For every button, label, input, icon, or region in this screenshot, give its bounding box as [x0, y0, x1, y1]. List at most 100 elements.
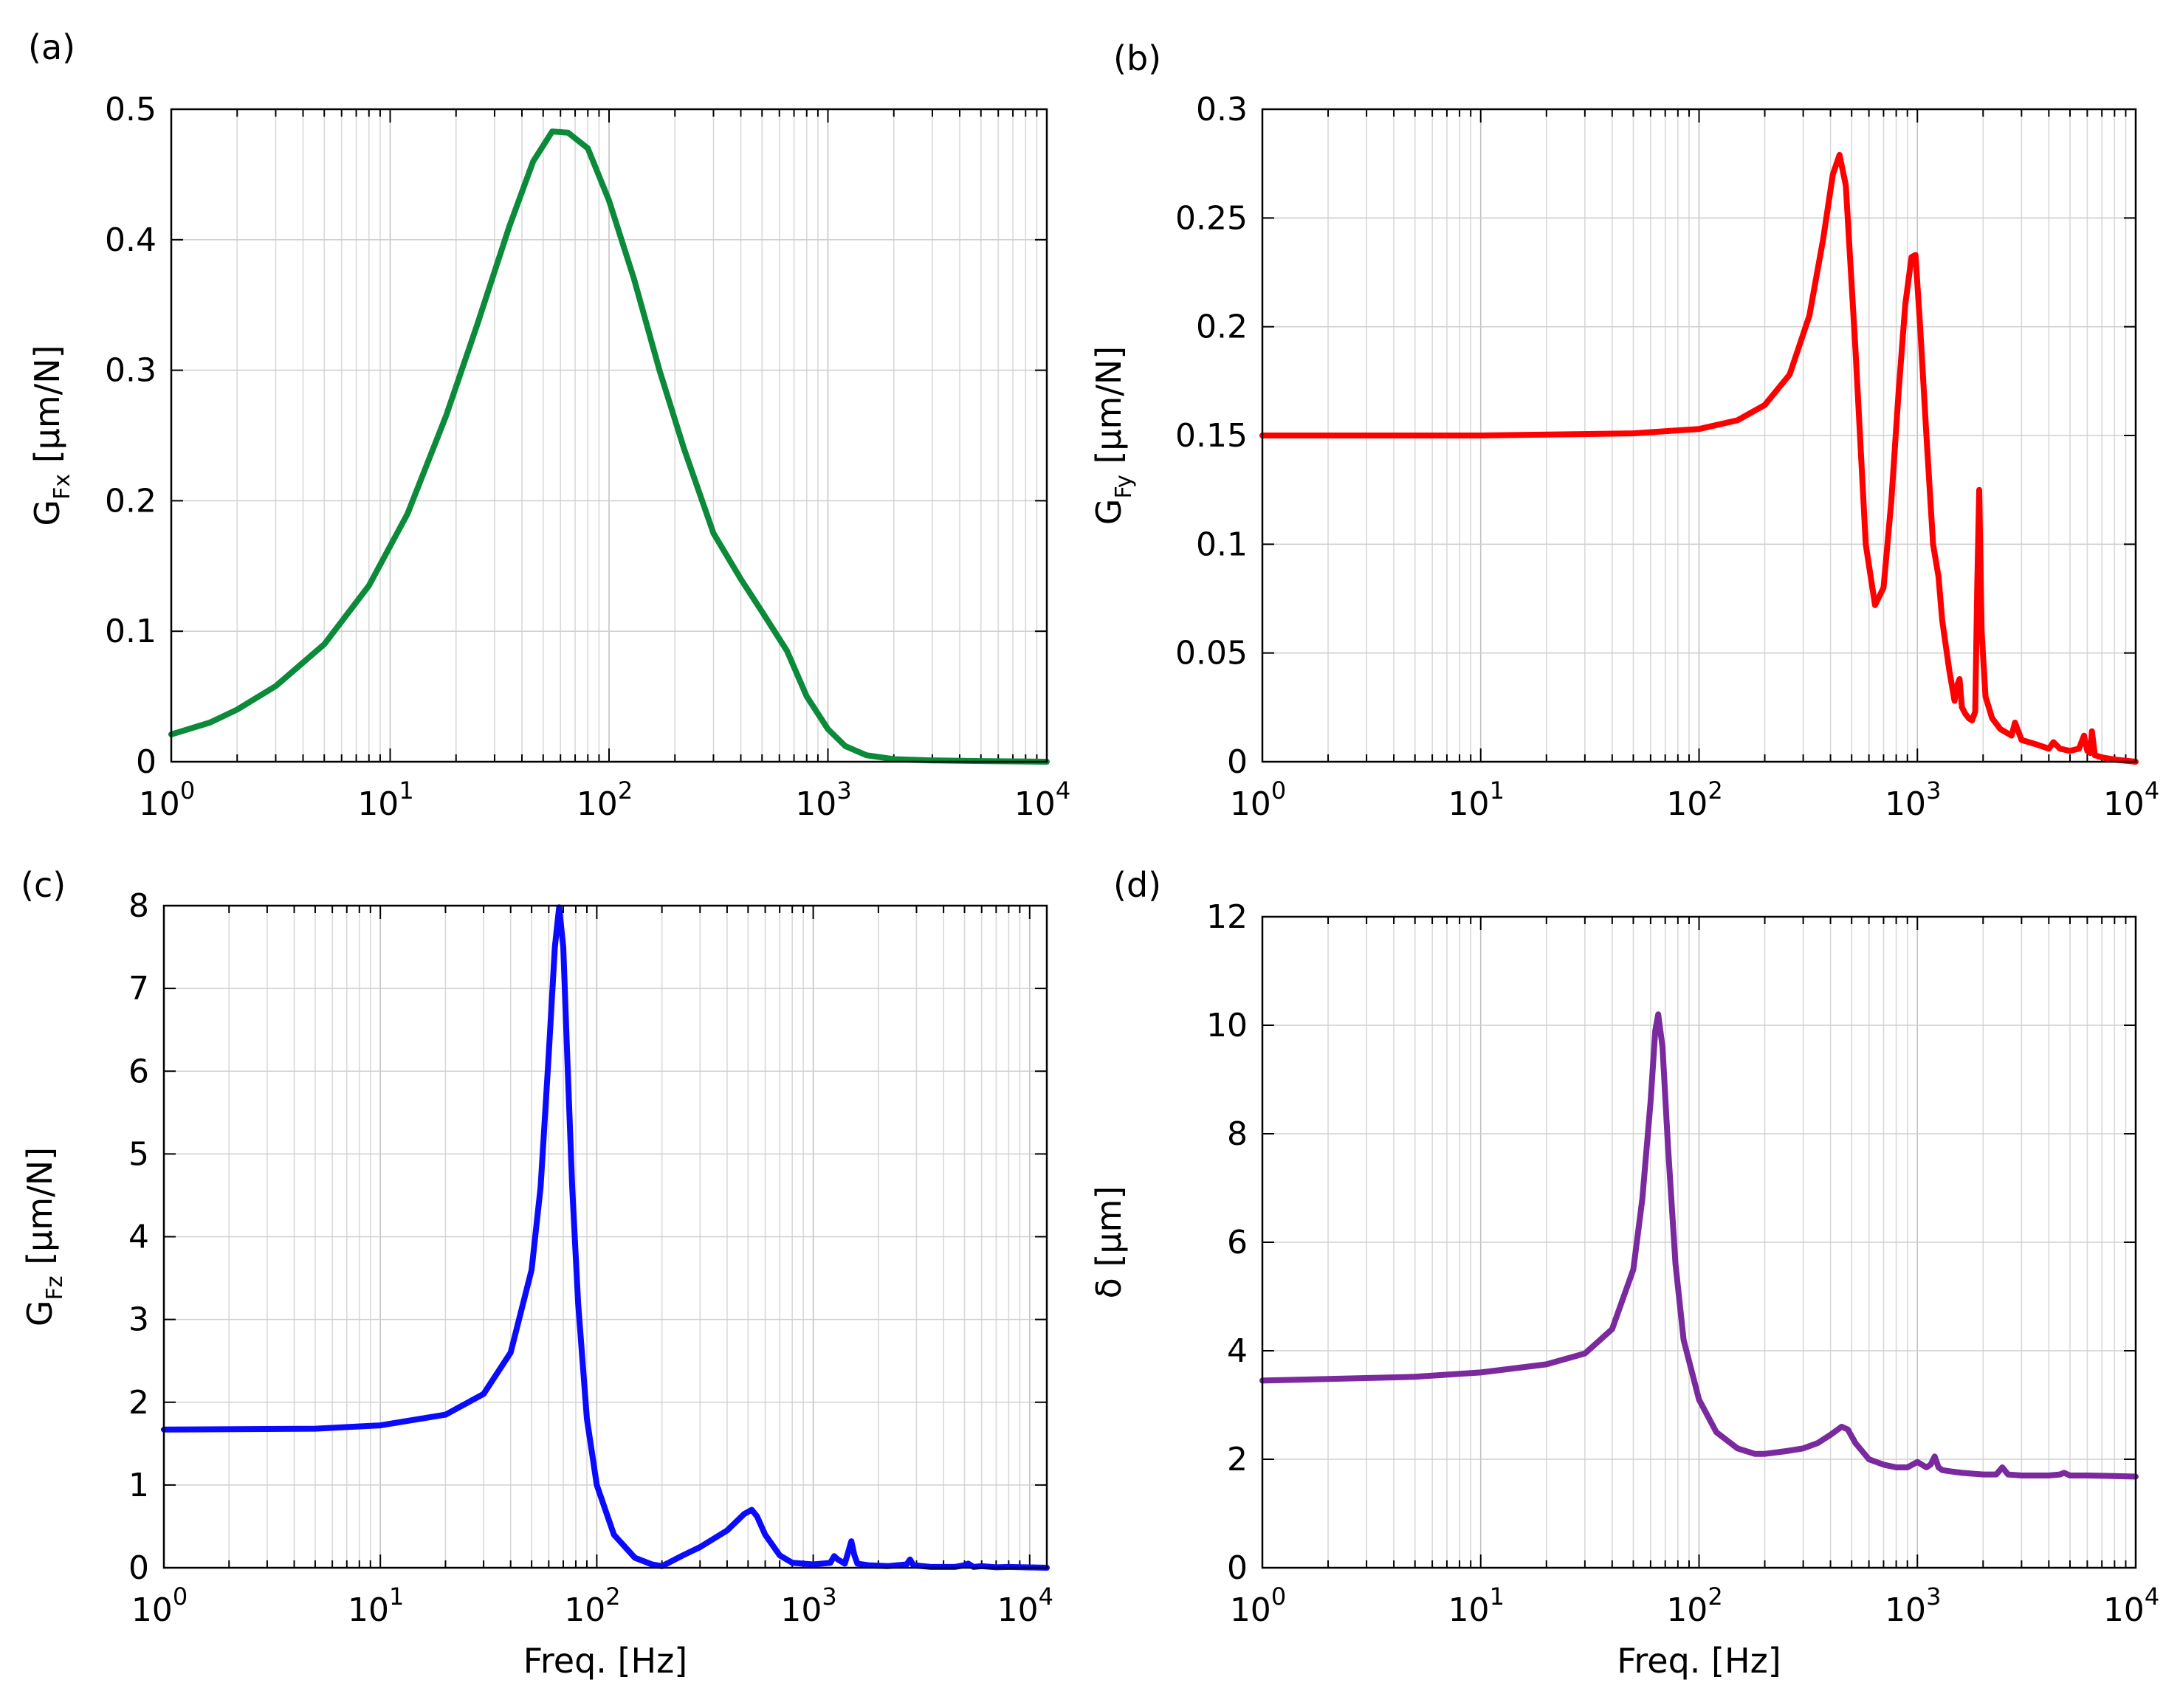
x-tick-exponent: 4: [2145, 776, 2159, 805]
y-tick-label: 0.4: [105, 221, 157, 259]
y-tick-label: 0.05: [1175, 635, 1248, 672]
x-tick-label: 102: [1666, 776, 1722, 823]
y-tick-label: 4: [1227, 1332, 1248, 1370]
y-axis-label-sub: Fz: [42, 1275, 68, 1300]
y-tick-label: 0: [1227, 1549, 1248, 1587]
x-tick-exponent: 2: [618, 776, 633, 805]
axes-frame: [170, 108, 1048, 763]
x-tick-label: 104: [1014, 776, 1070, 823]
y-tick-label: 0.2: [1196, 309, 1248, 346]
y-tick-label: 2: [1227, 1441, 1248, 1478]
y-axis-label-unit: [µm/N]: [27, 345, 67, 474]
x-tick-exponent: 2: [1708, 1583, 1722, 1611]
y-axis-label-main: G: [20, 1300, 60, 1326]
x-tick-exponent: 2: [605, 1583, 620, 1611]
x-tick-label: 102: [564, 1583, 620, 1629]
y-tick-label: 0.3: [1196, 91, 1248, 128]
panel-label: (b): [1113, 38, 1161, 78]
y-axis-label: δ [µm]: [1089, 1186, 1129, 1299]
y-axis-label: GFy [µm/N]: [1089, 346, 1137, 525]
x-axis-label: Freq. [Hz]: [1617, 1641, 1781, 1681]
x-tick-exponent: 1: [1490, 1583, 1505, 1611]
y-tick-label: 0.5: [105, 91, 157, 128]
y-tick-label: 0.15: [1175, 417, 1248, 455]
y-axis-label-unit: [µm/N]: [1089, 346, 1129, 475]
x-tick-exponent: 3: [1926, 1583, 1941, 1611]
y-tick-label: 12: [1206, 898, 1248, 936]
x-tick-label: 102: [1666, 1583, 1722, 1629]
y-tick-label: 2: [128, 1384, 149, 1422]
x-tick-exponent: 4: [1056, 776, 1070, 805]
y-axis-label-sub: Fx: [49, 474, 75, 500]
x-tick-exponent: 0: [180, 776, 195, 805]
x-tick-label: 101: [1448, 776, 1505, 823]
y-tick-label: 0: [128, 1549, 149, 1587]
y-tick-label: 0: [1227, 743, 1248, 781]
x-tick-label: 100: [1230, 1583, 1286, 1629]
x-tick-exponent: 0: [173, 1583, 188, 1611]
series-line-delta: [1259, 1011, 2139, 1480]
axes-frame: [1261, 915, 2137, 1569]
x-tick-label: 104: [2103, 1583, 2159, 1629]
x-tick-exponent: 4: [1039, 1583, 1053, 1611]
x-tick-exponent: 4: [2145, 1583, 2159, 1611]
axes-frame: [1261, 108, 2137, 763]
y-axis-label-sub: Fy: [1111, 475, 1137, 498]
x-tick-label: 101: [357, 776, 413, 823]
x-tick-exponent: 0: [1271, 1583, 1286, 1611]
y-tick-label: 6: [128, 1053, 149, 1090]
x-tick-label: 103: [780, 1583, 836, 1629]
x-tick-exponent: 1: [1490, 776, 1505, 805]
y-tick-label: 0.1: [1196, 526, 1248, 563]
x-tick-exponent: 0: [1271, 776, 1286, 805]
x-tick-label: 100: [131, 1583, 188, 1629]
x-tick-label: 103: [1885, 1583, 1941, 1629]
y-tick-label: 0.1: [105, 613, 157, 650]
y-axis-label-main: G: [27, 500, 67, 526]
y-axis-label-main: G: [1089, 499, 1129, 526]
x-tick-label: 104: [997, 1583, 1053, 1629]
y-tick-label: 0.3: [105, 352, 157, 390]
x-axis-label: Freq. [Hz]: [523, 1641, 687, 1681]
y-tick-label: 5: [128, 1135, 149, 1173]
grid: [171, 109, 1048, 762]
y-tick-label: 3: [128, 1301, 149, 1339]
panel-b: (b)100 101 102 103 10400.050.10.150.20.250.3…: [1089, 38, 2159, 823]
x-tick-label: 100: [139, 776, 195, 823]
panel-label: (c): [21, 865, 66, 905]
x-tick-label: 104: [2103, 776, 2159, 823]
x-tick-label: 101: [348, 1583, 404, 1629]
x-tick-label: 103: [1885, 776, 1941, 823]
y-tick-label: 0.25: [1175, 199, 1248, 237]
x-tick-exponent: 3: [822, 1583, 836, 1611]
y-tick-label: 1: [128, 1467, 149, 1504]
x-tick-label: 103: [795, 776, 851, 823]
y-axis-label: GFz [µm/N]: [20, 1147, 68, 1326]
x-tick-exponent: 3: [1926, 776, 1941, 805]
panel-label: (a): [28, 27, 75, 67]
y-axis-label-unit: [µm]: [1089, 1186, 1129, 1278]
y-axis-label: GFx [µm/N]: [27, 345, 75, 526]
axes-frame: [162, 904, 1048, 1569]
x-tick-exponent: 1: [389, 1583, 404, 1611]
y-tick-label: 0: [136, 743, 157, 781]
series-line-G_Fx: [168, 128, 1050, 765]
x-tick-label: 102: [577, 776, 633, 823]
y-tick-label: 8: [1227, 1115, 1248, 1153]
y-tick-label: 4: [128, 1219, 149, 1256]
x-tick-exponent: 1: [399, 776, 413, 805]
y-tick-label: 8: [128, 887, 149, 925]
x-tick-exponent: 2: [1708, 776, 1722, 805]
y-tick-label: 6: [1227, 1224, 1248, 1261]
y-tick-label: 0.2: [105, 482, 157, 520]
x-tick-label: 101: [1448, 1583, 1505, 1629]
y-axis-label-unit: [µm/N]: [20, 1147, 60, 1276]
x-tick-exponent: 3: [836, 776, 851, 805]
y-tick-label: 7: [128, 970, 149, 1008]
panel-label: (d): [1113, 865, 1161, 905]
series-line-G_Fz: [161, 904, 1050, 1571]
